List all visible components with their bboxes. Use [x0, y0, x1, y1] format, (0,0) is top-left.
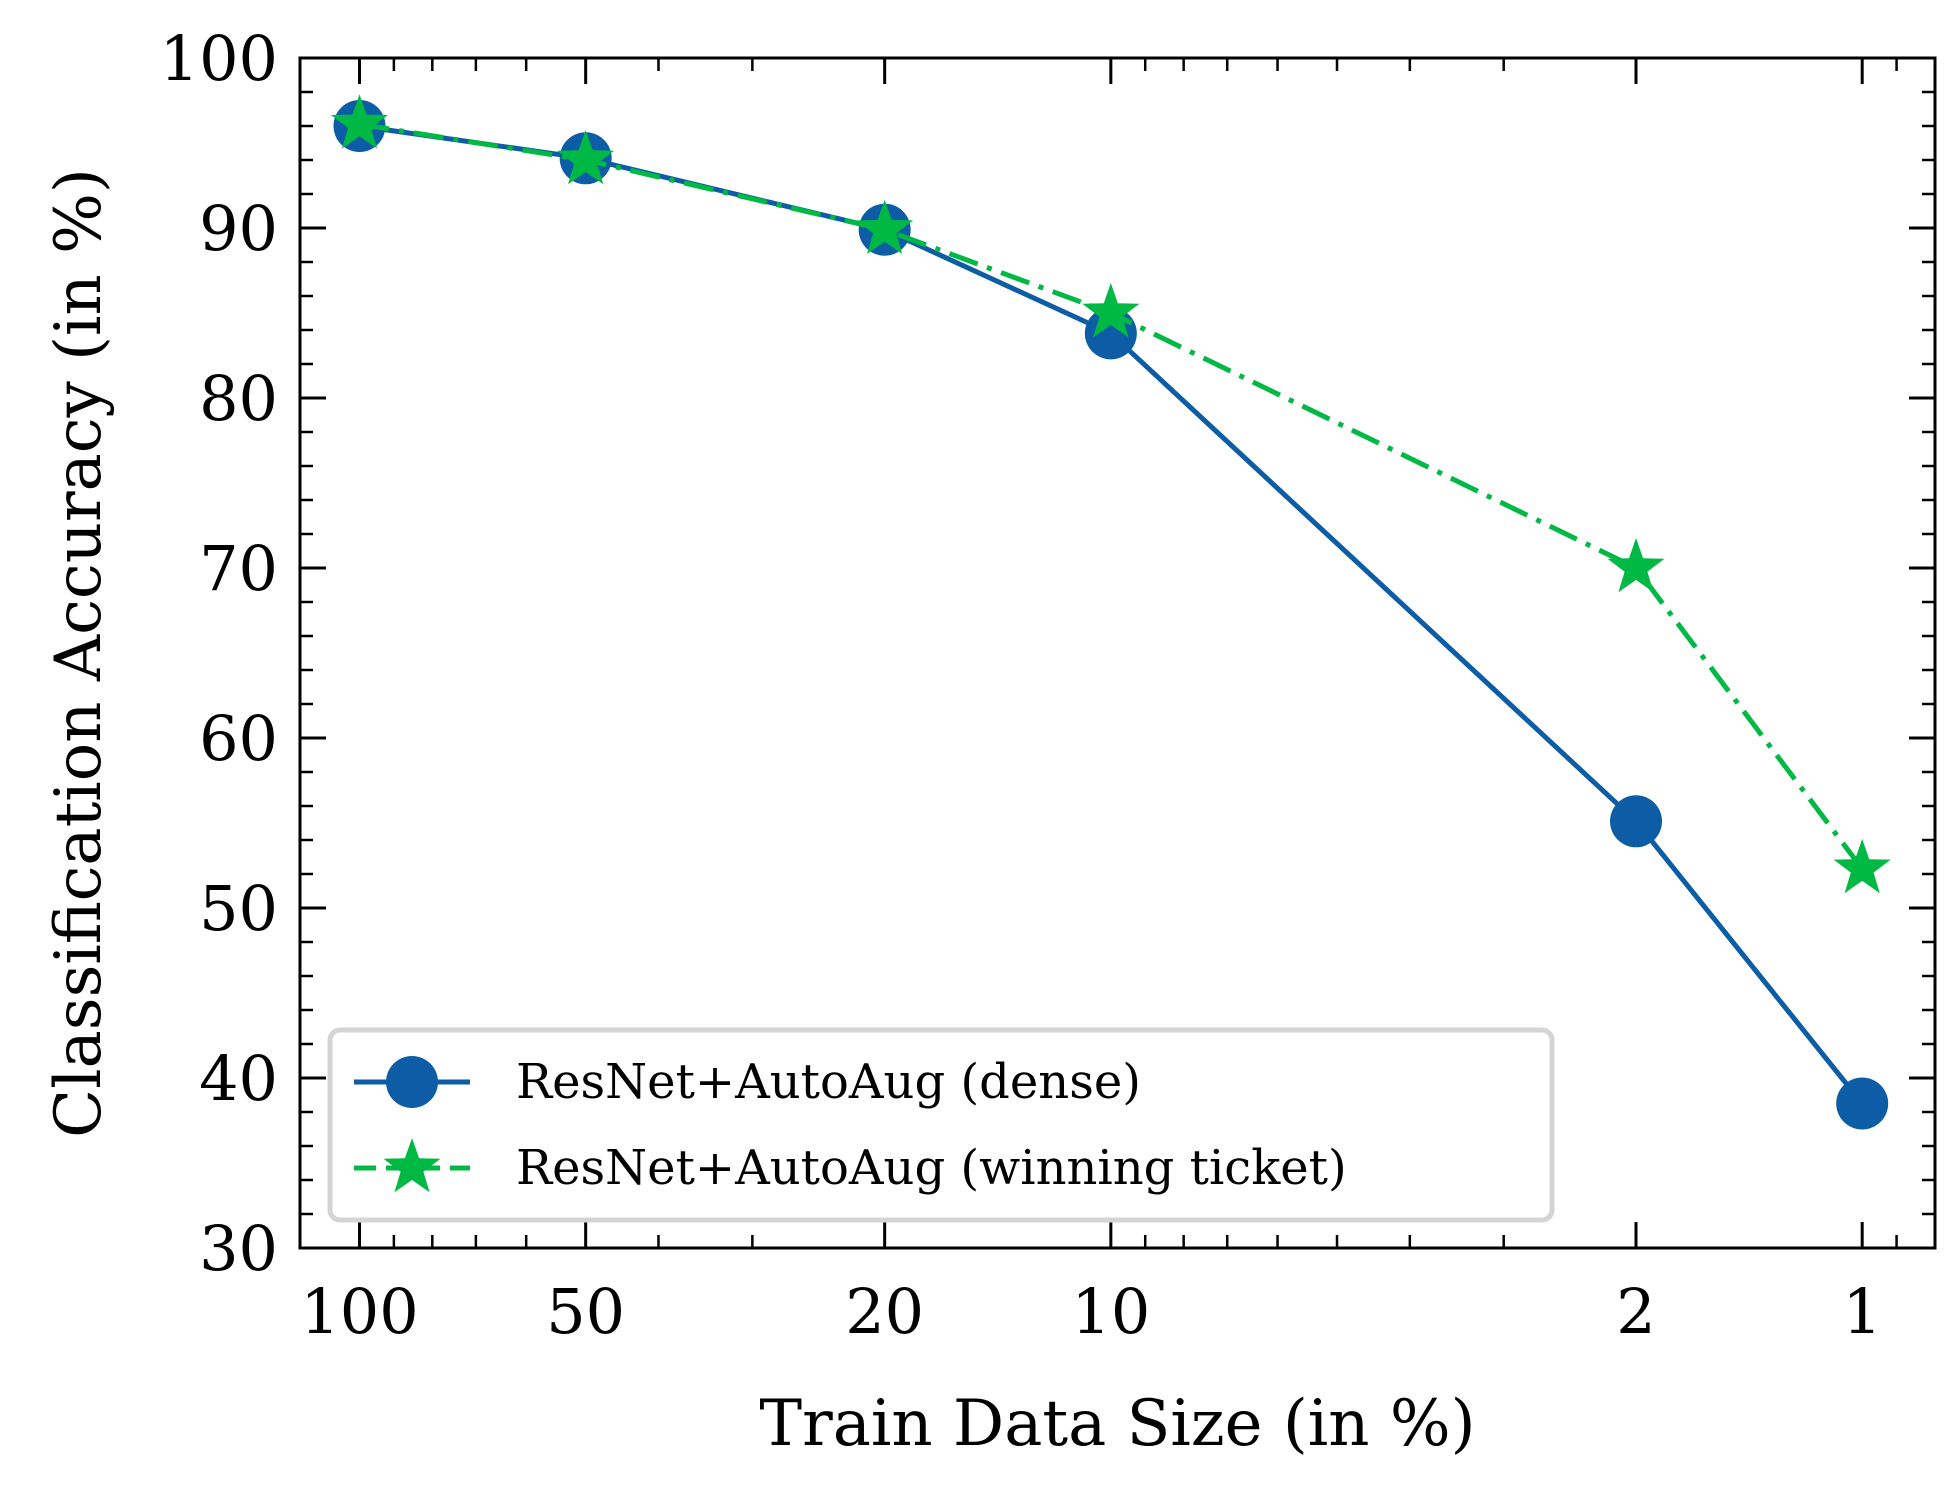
series-2 [331, 94, 1891, 894]
series-1 [333, 100, 1889, 1130]
data-point-star [1082, 283, 1140, 338]
tick-labels: 30 40 50 60 70 80 90 100 100 50 20 10 2 1 [160, 22, 1882, 1348]
legend-marker-circle [386, 1056, 438, 1108]
y-tick-label: 80 [199, 362, 278, 435]
data-point-star [557, 130, 615, 185]
x-tick-label: 50 [546, 1275, 625, 1348]
legend-box [327, 1027, 1555, 1223]
series-line [359, 123, 1865, 1106]
y-tick-label: 100 [160, 22, 278, 95]
legend-item-1: ResNet+AutoAug (dense) [354, 1054, 1141, 1110]
x-tick-label: 1 [1842, 1275, 1881, 1348]
x-tick-label: 100 [300, 1275, 418, 1348]
x-tick-label: 20 [845, 1275, 924, 1348]
data-point-circle [1836, 1077, 1889, 1130]
data-point-star [331, 94, 388, 149]
y-axis-label: Classification Accuracy (in %) [42, 168, 116, 1138]
legend-items: ResNet+AutoAug (dense) ResNet+AutoAug (wi… [354, 1054, 1347, 1196]
legend-label: ResNet+AutoAug (winning ticket) [516, 1140, 1347, 1196]
data-point-star [1607, 538, 1665, 593]
data-point-circle [1610, 795, 1663, 848]
y-tick-label: 90 [199, 192, 278, 265]
y-tick-label: 60 [199, 702, 278, 775]
x-tick-label: 2 [1616, 1275, 1655, 1348]
legend-label: ResNet+AutoAug (dense) [516, 1054, 1141, 1110]
plot-frame [298, 56, 1937, 1250]
y-tick-label: 50 [199, 872, 278, 945]
tick-marks [300, 56, 1937, 1250]
legend-marker-star [383, 1138, 441, 1193]
y-tick-label: 30 [199, 1212, 278, 1285]
plot-marks [331, 94, 1891, 1130]
series-line [359, 121, 1865, 871]
legend-item-2: ResNet+AutoAug (winning ticket) [354, 1138, 1347, 1196]
x-tick-label: 10 [1071, 1275, 1150, 1348]
data-point-star [856, 199, 914, 254]
y-tick-label: 70 [199, 532, 278, 605]
data-point-star [1833, 838, 1891, 894]
legend: ResNet+AutoAug (dense) ResNet+AutoAug (wi… [327, 1027, 1555, 1223]
x-axis-label: Train Data Size (in %) [759, 1387, 1475, 1461]
y-tick-label: 40 [199, 1042, 278, 1115]
